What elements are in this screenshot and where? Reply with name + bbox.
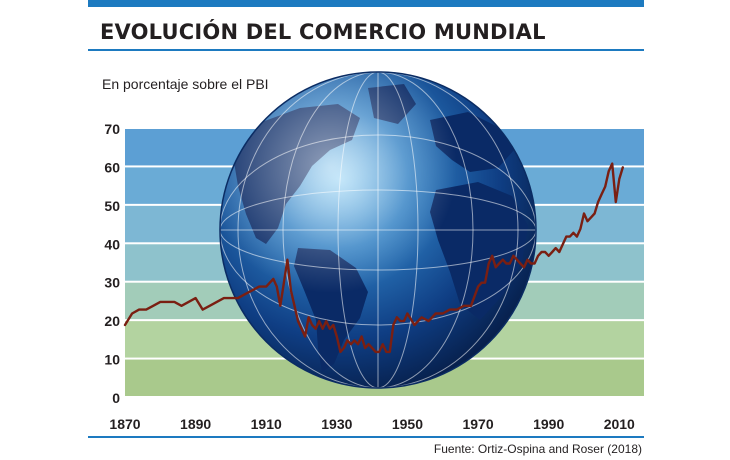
x-tick-label: 1870 <box>109 416 140 432</box>
y-tick-label: 20 <box>104 313 120 329</box>
y-tick-label: 40 <box>104 236 120 252</box>
x-tick-label: 2010 <box>604 416 635 432</box>
x-tick-label: 1930 <box>321 416 352 432</box>
y-axis-tick-labels: 70 60 50 40 30 20 10 0 <box>104 121 120 406</box>
x-tick-label: 1990 <box>533 416 564 432</box>
y-tick-label: 0 <box>112 390 120 406</box>
top-accent-rule <box>88 0 644 7</box>
y-tick-label: 10 <box>104 352 120 368</box>
title-underline <box>88 49 644 51</box>
source-note: Fuente: Ortiz-Ospina and Roser (2018) <box>433 442 642 456</box>
bottom-rule <box>88 436 644 438</box>
chart-subtitle: En porcentaje sobre el PBI <box>102 76 269 92</box>
y-tick-label: 70 <box>104 121 120 137</box>
series-line <box>123 162 624 354</box>
x-axis-tick-labels: 1870 1890 1910 1930 1950 1970 1990 2010 <box>109 416 635 432</box>
y-tick-label: 50 <box>104 198 120 214</box>
y-tick-label: 60 <box>104 159 120 175</box>
x-tick-label: 1950 <box>392 416 423 432</box>
globe-icon <box>219 71 537 389</box>
x-tick-label: 1910 <box>251 416 282 432</box>
x-tick-label: 1970 <box>462 416 493 432</box>
y-tick-label: 30 <box>104 275 120 291</box>
x-tick-label: 1890 <box>180 416 211 432</box>
chart-title: EVOLUCIÓN DEL COMERCIO MUNDIAL <box>100 20 546 44</box>
